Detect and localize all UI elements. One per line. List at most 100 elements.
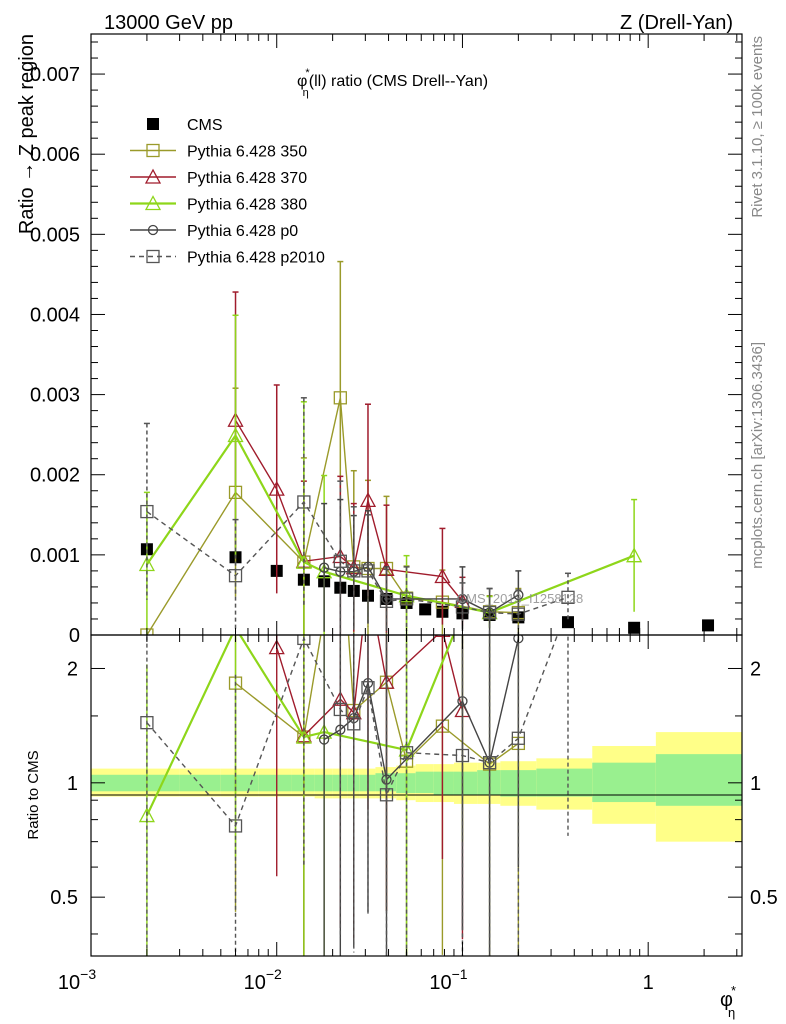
ratio-point bbox=[482, 756, 497, 770]
x-tick-label: 10−3 bbox=[58, 966, 96, 994]
ratio-point bbox=[361, 681, 375, 695]
data-point bbox=[626, 547, 643, 563]
main-y-label: Ratio → Z peak region bbox=[16, 34, 38, 234]
uncertainty-band-inner bbox=[179, 774, 221, 792]
x-tick-label: 10−2 bbox=[244, 966, 282, 994]
uncertainty-band-inner bbox=[477, 770, 501, 795]
legend-item-pythia-6-428-350: Pythia 6.428 350 bbox=[130, 144, 307, 161]
ratio-point bbox=[511, 731, 526, 745]
data-point bbox=[333, 391, 347, 405]
series-line bbox=[146, 433, 635, 614]
y-tick-label: 0.004 bbox=[30, 304, 80, 326]
data-point bbox=[457, 593, 468, 605]
uncertainty-band-inner bbox=[655, 754, 742, 806]
legend-marker bbox=[144, 168, 162, 184]
data-point bbox=[482, 605, 497, 620]
ratio-series-line bbox=[323, 638, 520, 782]
ratio-point bbox=[399, 746, 414, 760]
ratio-y-tick-label: 1 bbox=[67, 773, 78, 795]
data-point bbox=[455, 600, 470, 614]
side-label-mcplots: mcplots.cern.ch [arXiv:1306.3436] bbox=[749, 342, 766, 569]
data-point bbox=[333, 554, 347, 568]
ratio-series-line bbox=[145, 635, 455, 817]
data-point bbox=[268, 480, 285, 496]
series-pythia-6-428-p2010 bbox=[140, 397, 575, 635]
legend-item-pythia-6-428-p2010: Pythia 6.428 p2010 bbox=[130, 250, 325, 267]
data-point bbox=[228, 569, 243, 583]
data-point bbox=[561, 616, 574, 629]
ratio-point bbox=[318, 734, 330, 745]
ratio-point bbox=[379, 788, 394, 802]
ratio-point bbox=[434, 635, 451, 638]
ratio-axes: 0.5 0.5 1 1 2 2 bbox=[50, 658, 778, 935]
uncertainty-band-inner bbox=[453, 771, 478, 795]
ratio-point bbox=[335, 724, 346, 735]
legend-label: Pythia 6.428 p2010 bbox=[187, 250, 325, 267]
ratio-series-line bbox=[276, 635, 464, 738]
legend-label: Pythia 6.428 370 bbox=[187, 170, 307, 187]
ratio-series-pythia-6-428-p2010 bbox=[140, 635, 569, 956]
ratio-panel: 0.5 0.5 1 1 2 2 Ratio to CMS bbox=[25, 634, 778, 957]
uncertainty-band-inner bbox=[91, 774, 180, 792]
ratio-point bbox=[333, 702, 347, 717]
legend-marker bbox=[146, 249, 160, 264]
legend-label: Pythia 6.428 380 bbox=[187, 197, 307, 214]
data-point bbox=[140, 504, 154, 519]
side-label-rivet: Rivet 3.1.10, ≥ 100k events bbox=[749, 36, 766, 218]
uncertainty-band-inner bbox=[415, 771, 434, 794]
data-point bbox=[297, 495, 311, 509]
legend-item-pythia-6-428-380: Pythia 6.428 380 bbox=[130, 195, 307, 214]
ratio-y-tick-label-right: 0.5 bbox=[750, 887, 778, 909]
data-point bbox=[361, 564, 375, 578]
legend-marker bbox=[146, 143, 160, 158]
series-line bbox=[146, 500, 569, 615]
uncertainty-band-inner bbox=[220, 774, 259, 792]
data-point bbox=[434, 568, 451, 584]
ratio-y-tick-label: 0.5 bbox=[50, 887, 78, 909]
legend-item-pythia-6-428-370: Pythia 6.428 370 bbox=[130, 168, 307, 187]
uncertainty-band-inner bbox=[592, 762, 656, 803]
x-tick-label: 1 bbox=[643, 972, 654, 994]
ratio-point bbox=[513, 635, 524, 644]
uncertainty-band-inner bbox=[258, 774, 292, 792]
data-point bbox=[348, 566, 359, 577]
ratio-point bbox=[455, 748, 470, 763]
header-left: 13000 GeV pp bbox=[104, 12, 233, 34]
y-tick-label: 0.006 bbox=[30, 144, 80, 166]
x-axis: 10−3 10−2 10−1 1 bbox=[58, 34, 738, 994]
legend-marker bbox=[144, 195, 162, 211]
plot-title: φ* η(ll) ratio (CMS Drell--Yan) bbox=[297, 67, 488, 99]
data-point bbox=[318, 562, 330, 573]
watermark: CMS_2013_I1258128 bbox=[457, 591, 584, 606]
y-tick-label: 0.002 bbox=[30, 465, 80, 487]
x-axis-label: φ* η bbox=[720, 983, 736, 1020]
data-point bbox=[702, 619, 715, 632]
main-axes: 0 0.001 0.002 0.003 0.004 0.005 0.006 0.007 bbox=[30, 41, 742, 647]
legend-marker bbox=[147, 118, 159, 130]
legend: CMS Pythia 6.428 350 Pythia 6.428 370 Pythi… bbox=[130, 117, 325, 267]
legend-item-pythia-6-428-p0: Pythia 6.428 p0 bbox=[130, 223, 298, 240]
series-cms bbox=[140, 543, 715, 634]
uncertainty-band-inner bbox=[433, 771, 454, 795]
series-pythia-6-428-380 bbox=[138, 314, 643, 635]
ratio-point bbox=[347, 717, 361, 731]
y-tick-label: 0.005 bbox=[30, 224, 80, 246]
ratio-point bbox=[228, 819, 243, 833]
data-point bbox=[379, 594, 394, 608]
legend-label: Pythia 6.428 p0 bbox=[187, 223, 298, 240]
ratio-y-label: Ratio to CMS bbox=[25, 750, 42, 839]
data-point bbox=[419, 603, 432, 616]
data-point bbox=[227, 427, 244, 443]
data-point bbox=[628, 621, 641, 634]
data-point bbox=[399, 592, 414, 606]
legend-marker bbox=[147, 224, 159, 236]
data-point bbox=[511, 607, 526, 621]
main-panel: CMS_2013_I1258128 00.0010.0020.0030.0040… bbox=[16, 33, 743, 647]
uncertainty-band-inner bbox=[536, 768, 593, 797]
y-tick-label: 0.001 bbox=[30, 545, 80, 567]
legend-label: CMS bbox=[187, 117, 223, 134]
ratio-data-layer bbox=[138, 635, 569, 956]
ratio-point bbox=[140, 716, 154, 730]
ratio-y-tick-label: 2 bbox=[67, 658, 78, 680]
